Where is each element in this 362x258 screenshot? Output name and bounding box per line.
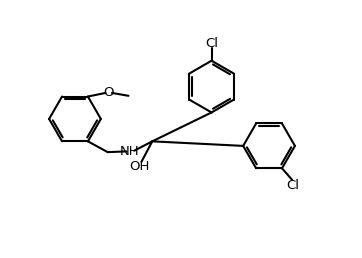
Text: O: O	[104, 86, 114, 99]
Text: OH: OH	[130, 160, 150, 173]
Text: Cl: Cl	[286, 179, 299, 192]
Text: Cl: Cl	[205, 37, 218, 50]
Text: NH: NH	[120, 145, 140, 158]
